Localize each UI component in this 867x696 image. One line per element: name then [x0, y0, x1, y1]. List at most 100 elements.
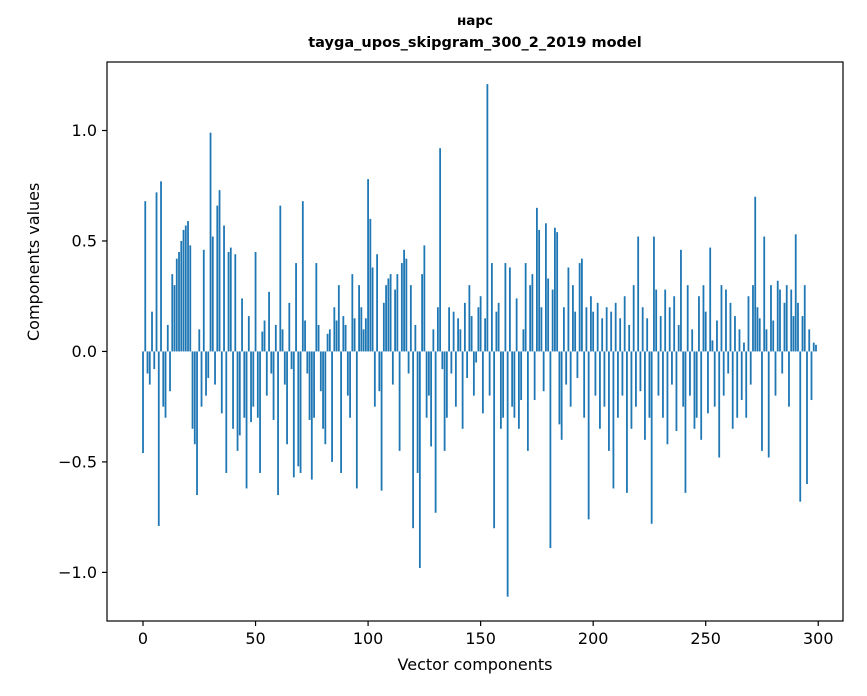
bar — [448, 307, 451, 352]
bar — [340, 351, 342, 473]
bar — [376, 254, 378, 352]
bar — [362, 329, 365, 352]
bar — [427, 351, 430, 396]
bar — [418, 351, 421, 568]
bar — [677, 324, 680, 352]
bar — [445, 351, 448, 418]
bar — [364, 318, 367, 352]
bar — [774, 351, 777, 396]
bar — [601, 318, 604, 352]
bar — [346, 351, 349, 396]
bar — [274, 324, 277, 352]
bar — [481, 351, 484, 414]
bar — [745, 351, 748, 418]
bar — [209, 132, 212, 352]
bar — [322, 351, 324, 429]
bar — [243, 351, 246, 418]
bar — [772, 320, 775, 352]
bar — [279, 205, 282, 352]
bar — [479, 296, 482, 352]
bar — [612, 351, 615, 489]
bar — [508, 267, 511, 352]
bar — [335, 320, 338, 352]
x-tick-label: 150 — [465, 629, 496, 648]
bar — [454, 351, 457, 407]
bar — [151, 311, 153, 352]
bar — [432, 329, 435, 352]
bar — [470, 316, 473, 352]
bar — [175, 258, 178, 352]
bar — [256, 351, 259, 418]
bar — [241, 298, 243, 352]
bar — [353, 318, 356, 352]
bar — [792, 316, 795, 352]
bar — [412, 351, 414, 529]
bar — [407, 351, 410, 374]
x-tick-label: 0 — [138, 629, 148, 648]
bar — [286, 351, 288, 445]
bar — [277, 351, 279, 496]
bar — [592, 311, 595, 352]
bar — [459, 329, 462, 352]
x-tick-label: 200 — [578, 629, 609, 648]
bar — [628, 324, 631, 352]
bar — [765, 329, 768, 352]
bar — [331, 351, 333, 462]
bar — [617, 351, 619, 418]
x-tick-label: 50 — [245, 629, 265, 648]
bar — [148, 351, 151, 385]
bar — [495, 311, 498, 352]
bar — [497, 302, 500, 352]
bar — [637, 236, 640, 352]
bar — [563, 307, 565, 352]
bar — [196, 351, 198, 496]
bar — [574, 311, 577, 352]
bar — [605, 307, 608, 352]
bar — [223, 225, 225, 352]
bar — [585, 307, 588, 352]
bar — [344, 324, 347, 352]
bar — [164, 351, 167, 418]
bar — [461, 351, 464, 429]
bar — [475, 351, 478, 363]
bar — [702, 285, 705, 352]
bar — [261, 331, 264, 352]
bar — [166, 324, 169, 352]
bar — [191, 351, 194, 429]
bar — [569, 351, 572, 407]
bar — [378, 351, 381, 392]
bar — [639, 351, 642, 392]
bar — [441, 351, 444, 370]
bar — [367, 179, 369, 352]
bar — [650, 351, 653, 524]
bar — [187, 221, 189, 352]
bar — [463, 302, 466, 352]
bar — [695, 351, 698, 418]
bar — [234, 254, 237, 352]
bar — [301, 201, 304, 352]
bar — [207, 351, 210, 378]
bar — [756, 307, 759, 352]
bar — [184, 225, 187, 352]
bar — [457, 318, 460, 352]
bar — [403, 249, 405, 352]
bar — [761, 351, 763, 451]
bar — [653, 236, 655, 352]
bar — [716, 320, 718, 352]
bar — [533, 351, 536, 401]
bar — [675, 351, 678, 431]
plot-border — [106, 61, 844, 622]
bar — [308, 351, 311, 420]
bar — [506, 351, 509, 597]
bar — [581, 258, 583, 352]
bar — [691, 329, 694, 352]
bar — [317, 324, 320, 352]
bar — [740, 351, 743, 401]
bar — [504, 263, 507, 352]
bar — [306, 351, 309, 374]
bar — [540, 307, 543, 352]
bar — [254, 252, 257, 352]
bar — [299, 351, 302, 473]
chart-subtitle: tayga_upos_skipgram_300_2_2019 model — [308, 35, 642, 51]
